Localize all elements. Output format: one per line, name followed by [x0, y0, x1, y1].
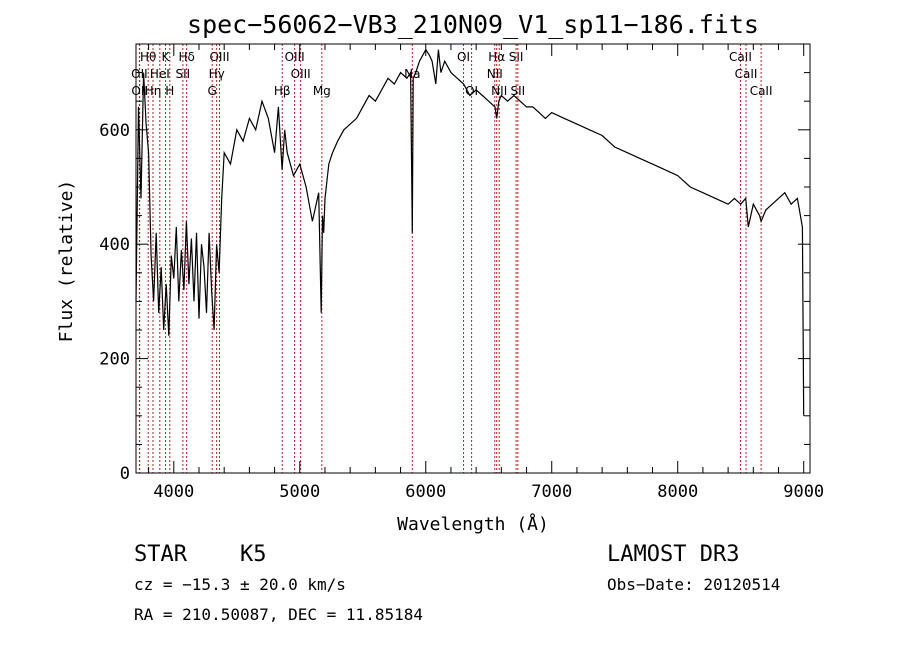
y-tick-label: 400: [99, 235, 130, 255]
y-tick-label: 200: [99, 350, 130, 370]
line-label-CaII-8662: CaII: [750, 84, 773, 98]
x-axis-label: Wavelength (Å): [397, 513, 549, 535]
x-tick-label: 7000: [531, 482, 572, 502]
line-label-OIII: OIII: [209, 50, 229, 64]
line-label-HeI: HeI: [150, 67, 170, 81]
line-label-SII-6731: SII: [510, 84, 525, 98]
line-label-H-beta: Hβ: [274, 84, 291, 98]
line-label-OIII-4959: OIII: [285, 50, 305, 64]
axis-ticks: 4000 5000 6000 7000 8000 9000 0 200 400 600: [99, 44, 824, 502]
line-label-H-alpha: Hα: [488, 50, 505, 64]
line-label-OIII-5007: OIII: [291, 67, 311, 81]
line-label-H-theta: Hθ: [140, 50, 156, 64]
line-label-NII: NII: [487, 67, 503, 81]
plot-frame: [135, 43, 811, 474]
y-tick-label: 600: [99, 121, 130, 141]
line-label-K: K: [162, 50, 171, 64]
y-tick-label: 0: [120, 464, 130, 484]
chart-title: spec−56062−VB3_210N09_V1_sp11−186.fits: [187, 10, 759, 39]
line-label-CaII-8498: CaII: [729, 50, 752, 64]
line-label-H-gamma: Hγ: [209, 67, 225, 81]
line-label-NII-b: NII: [491, 84, 507, 98]
x-tick-label: 4000: [153, 482, 194, 502]
line-label-H-eta: Hη: [145, 84, 162, 98]
x-tick-label: 5000: [279, 482, 320, 502]
line-label-Na: Na: [404, 67, 420, 81]
object-class: STAR: [134, 542, 188, 567]
x-tick-label: 6000: [405, 482, 446, 502]
object-subclass: K5: [240, 542, 267, 567]
line-label-H-delta: Hδ: [178, 50, 194, 64]
x-tick-label: 9000: [783, 482, 824, 502]
survey-name: LAMOST DR3: [607, 542, 739, 567]
line-label-CaII-8542: CaII: [735, 67, 758, 81]
ra-dec-coordinates: RA = 210.50087, DEC = 11.85184: [134, 605, 423, 624]
line-label-H: H: [165, 84, 174, 98]
line-label-SII: SII: [176, 67, 191, 81]
line-label-OI: OI: [457, 50, 470, 64]
line-label-OI-b: OI: [465, 84, 478, 98]
line-label-Mg: Mg: [313, 84, 331, 98]
spectrum-line: [135, 48, 805, 416]
line-label-SII-6717: SII: [509, 50, 524, 64]
y-axis-label: Flux (relative): [56, 180, 77, 343]
x-tick-label: 8000: [657, 482, 698, 502]
redshift-cz: cz = −15.3 ± 20.0 km/s: [134, 575, 346, 594]
line-label-G: G: [208, 84, 217, 98]
observation-date: Obs−Date: 20120514: [607, 575, 780, 594]
